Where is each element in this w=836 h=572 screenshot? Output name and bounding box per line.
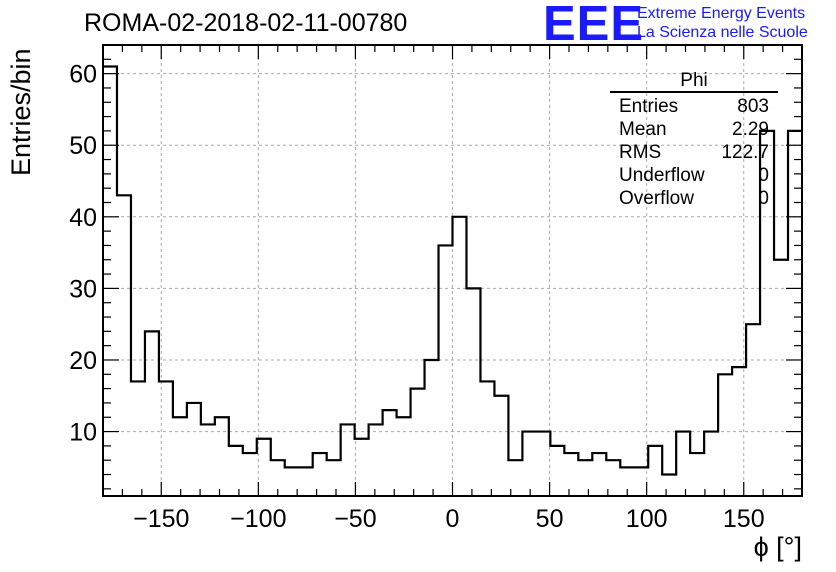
x-tick-label: 150 (723, 505, 765, 533)
stats-value: 0 (758, 165, 769, 186)
logo-caption-line1: Extreme Energy Events (637, 5, 806, 22)
stats-row-overflow: Overflow 0 (610, 187, 778, 210)
histogram-bin (494, 396, 508, 496)
histogram-bin (299, 467, 313, 496)
histogram-bin (145, 331, 159, 496)
histogram-bin (285, 467, 299, 496)
histogram-bin (103, 66, 117, 496)
stats-value: 803 (737, 96, 769, 117)
histogram-bin (369, 424, 383, 496)
y-tick-label: 60 (69, 61, 97, 89)
logo-caption-line2: La Scienza nelle Scuole (637, 24, 808, 41)
histogram-bin (508, 460, 522, 496)
stats-value: 2.29 (732, 119, 769, 140)
histogram-bin (257, 439, 271, 496)
stats-row-mean: Mean 2.29 (610, 118, 778, 141)
eee-logo-mark: EEE (543, 0, 645, 51)
y-tick-label: 40 (69, 204, 97, 232)
histogram-bin (131, 381, 145, 496)
histogram-bin (732, 367, 746, 496)
x-axis-label: ϕ [°] (753, 532, 802, 562)
histogram-bin (397, 417, 411, 496)
histogram-bin (690, 453, 704, 496)
stats-row-underflow: Underflow 0 (610, 164, 778, 187)
x-tick-label: −50 (334, 505, 376, 533)
stats-title: Phi (610, 71, 778, 93)
histogram-bin (187, 403, 201, 496)
histogram-bin (173, 417, 187, 496)
stats-value: 0 (758, 188, 769, 209)
histogram-bin (648, 446, 662, 496)
stats-label: Entries (619, 96, 679, 117)
x-tick-label: −100 (230, 505, 286, 533)
histogram-bin (704, 432, 718, 496)
x-tick-label: 50 (536, 505, 564, 533)
stats-value: 122.7 (721, 142, 769, 163)
stats-label: RMS (619, 142, 662, 163)
histogram-bin (788, 131, 802, 496)
histogram-bin (425, 360, 439, 496)
histogram-bin (774, 260, 788, 496)
histogram-bin (159, 381, 173, 496)
eee-logo: EEE (543, 0, 644, 49)
x-tick-label: −150 (133, 505, 189, 533)
histogram-bin (341, 424, 355, 496)
stats-label: Mean (619, 119, 667, 140)
histogram-bin (676, 432, 690, 496)
stats-label: Overflow (619, 188, 694, 209)
histogram-bin (536, 432, 550, 496)
y-tick-label: 10 (69, 419, 97, 447)
plot-frame (102, 44, 803, 497)
histogram-bin (355, 439, 369, 496)
histogram-bin (634, 467, 648, 496)
stats-row-entries: Entries 803 (610, 95, 778, 118)
histogram-bin (201, 424, 215, 496)
stats-row-rms: RMS 122.7 (610, 141, 778, 164)
y-axis-label: Entries/bin (6, 48, 36, 176)
histogram-bin (718, 374, 732, 496)
histogram-bin (229, 446, 243, 496)
histogram-bin (564, 453, 578, 496)
histogram-bin (327, 460, 341, 496)
histogram-bin (480, 381, 494, 496)
histogram-bin (313, 453, 327, 496)
histogram-bin (522, 432, 536, 496)
histogram-bin (243, 453, 257, 496)
y-tick-label: 30 (69, 275, 97, 303)
histogram-bin (620, 467, 634, 496)
logo-caption: Extreme Energy Events La Scienza nelle S… (637, 4, 808, 42)
histogram-bin (662, 475, 676, 496)
histogram-bin (578, 460, 592, 496)
stats-box: Phi Entries 803 Mean 2.29 RMS 122.7 Unde… (610, 71, 778, 210)
x-tick-label: 0 (446, 505, 460, 533)
histogram-bin (117, 195, 131, 496)
histogram-bin (439, 245, 453, 496)
y-tick-label: 50 (69, 132, 97, 160)
histogram-bin (606, 460, 620, 496)
histogram-bin (466, 288, 480, 496)
histogram-bin (453, 217, 467, 496)
chart-title: ROMA-02-2018-02-11-00780 (84, 9, 408, 37)
histogram-series-line (103, 65, 802, 476)
histogram-bin (411, 389, 425, 496)
y-tick-label: 20 (69, 347, 97, 375)
histogram-bin (592, 453, 606, 496)
histogram-bin (271, 460, 285, 496)
histogram-bin (383, 410, 397, 496)
x-tick-label: 100 (626, 505, 668, 533)
histogram-bin (215, 417, 229, 496)
stats-label: Underflow (619, 165, 705, 186)
histogram-bin (550, 446, 564, 496)
histogram-bin (746, 324, 760, 496)
